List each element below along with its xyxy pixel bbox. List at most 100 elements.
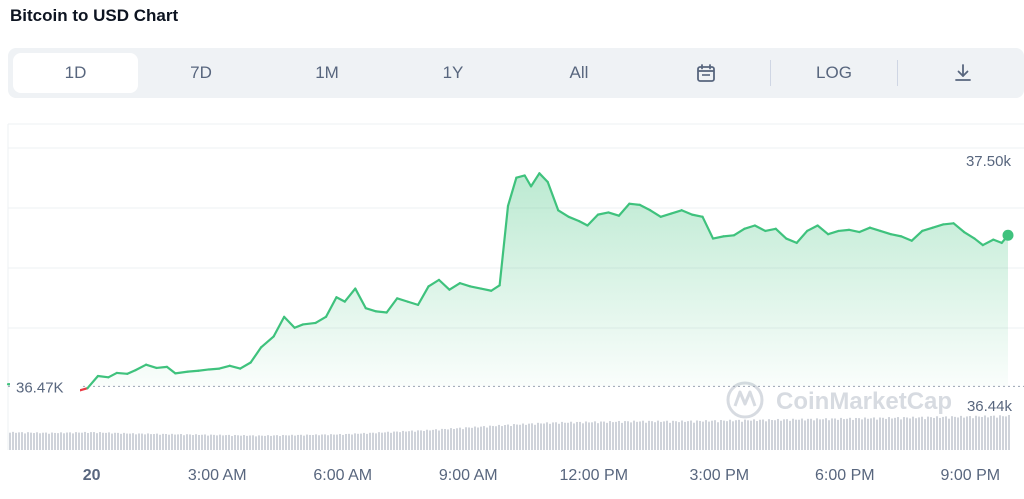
volume-bar	[66, 433, 68, 450]
volume-bar	[828, 420, 830, 450]
volume-bar	[588, 422, 590, 450]
tab-1y[interactable]: 1Y	[390, 53, 516, 93]
volume-bar	[126, 434, 128, 450]
volume-bar	[606, 423, 608, 450]
volume-bar	[960, 416, 962, 450]
log-scale-toggle[interactable]: LOG	[778, 53, 890, 93]
volume-bar	[330, 434, 332, 450]
volume-bar	[183, 435, 185, 450]
volume-bar	[756, 421, 758, 450]
volume-bar	[120, 434, 122, 450]
volume-bar	[831, 418, 833, 450]
volume-bar	[246, 436, 248, 450]
volume-bar	[42, 433, 44, 450]
volume-bar	[618, 421, 620, 450]
volume-bar	[87, 433, 89, 450]
volume-bar	[108, 432, 110, 450]
volume-bar	[342, 435, 344, 450]
volume-bar	[492, 426, 494, 450]
volume-bar	[819, 419, 821, 450]
volume-bar	[81, 433, 83, 450]
volume-bar	[501, 426, 503, 450]
volume-bar	[849, 418, 851, 450]
tab-7d[interactable]: 7D	[138, 53, 264, 93]
volume-bar	[135, 434, 137, 450]
volume-bar	[552, 422, 554, 450]
volume-bar	[783, 419, 785, 450]
volume-bar	[450, 428, 452, 450]
volume-bar	[510, 426, 512, 450]
volume-bar	[174, 435, 176, 450]
tab-all[interactable]: All	[516, 53, 642, 93]
volume-bar	[576, 422, 578, 450]
volume-bar	[759, 420, 761, 450]
volume-bar	[594, 421, 596, 450]
volume-bar	[597, 423, 599, 450]
calendar-icon	[695, 62, 717, 84]
volume-bar	[963, 418, 965, 450]
volume-bar	[195, 434, 197, 450]
x-tick-label: 3:00 AM	[188, 467, 247, 484]
volume-bar	[990, 416, 992, 450]
volume-bar	[336, 435, 338, 450]
volume-bar	[24, 433, 26, 450]
price-line-segment	[188, 371, 198, 372]
volume-bar	[630, 422, 632, 450]
volume-bar	[444, 429, 446, 450]
tab-1m[interactable]: 1M	[264, 53, 390, 93]
volume-bar	[159, 435, 161, 450]
volume-bar	[204, 434, 206, 450]
volume-bar	[924, 419, 926, 450]
volume-bar	[72, 433, 74, 450]
volume-bar	[447, 429, 449, 450]
volume-bar	[51, 433, 53, 450]
volume-bar	[102, 433, 104, 450]
volume-bar	[537, 423, 539, 450]
volume-bar	[579, 422, 581, 450]
volume-bar	[765, 421, 767, 450]
volume-bar	[321, 435, 323, 450]
date-range-button[interactable]	[676, 53, 736, 93]
volume-bar	[147, 433, 149, 450]
volume-bar	[600, 422, 602, 450]
volume-bar	[981, 417, 983, 450]
volume-bar	[735, 420, 737, 450]
volume-bar	[882, 418, 884, 450]
volume-bar	[489, 426, 491, 450]
volume-bar	[360, 434, 362, 450]
volume-bar	[669, 423, 671, 450]
x-tick-label: 12:00 PM	[560, 467, 628, 484]
volume-bar	[564, 423, 566, 450]
volume-bar	[609, 421, 611, 450]
volume-bar	[663, 421, 665, 450]
volume-bar	[729, 420, 731, 450]
download-button[interactable]	[933, 53, 993, 93]
volume-bar	[495, 426, 497, 450]
volume-bar	[375, 433, 377, 450]
price-line-segment	[117, 373, 127, 374]
volume-bar	[543, 424, 545, 450]
volume-bar	[762, 419, 764, 450]
tab-1d[interactable]: 1D	[13, 53, 138, 93]
volume-bar	[12, 432, 14, 450]
volume-bar	[186, 434, 188, 450]
volume-bar	[96, 433, 98, 450]
volume-bar	[744, 420, 746, 450]
volume-bar	[792, 419, 794, 450]
volume-bar	[879, 418, 881, 450]
volume-bar	[216, 435, 218, 450]
volume-bar	[927, 417, 929, 450]
volume-bar	[441, 429, 443, 450]
volume-bar	[810, 419, 812, 450]
volume-bar	[660, 422, 662, 450]
volume-bar	[807, 419, 809, 450]
volume-bar	[825, 418, 827, 450]
volume-bar	[456, 428, 458, 450]
volume-bar	[219, 435, 221, 450]
volume-bar	[528, 424, 530, 450]
volume-bar	[1005, 416, 1007, 450]
volume-bar	[297, 435, 299, 450]
price-line-segment	[839, 230, 849, 231]
